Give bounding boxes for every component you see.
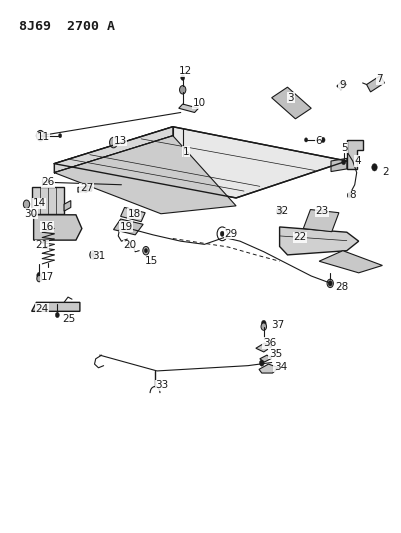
- Circle shape: [259, 360, 264, 366]
- Polygon shape: [347, 140, 363, 169]
- Text: 13: 13: [113, 136, 127, 146]
- Text: 16: 16: [41, 222, 54, 232]
- Text: 37: 37: [271, 319, 284, 329]
- Polygon shape: [272, 87, 311, 119]
- Text: 32: 32: [275, 206, 289, 216]
- Text: 31: 31: [92, 251, 105, 261]
- Text: 29: 29: [224, 229, 237, 239]
- Circle shape: [278, 209, 281, 213]
- Text: 5: 5: [341, 143, 348, 153]
- Circle shape: [261, 323, 267, 330]
- Text: 15: 15: [145, 256, 158, 266]
- Text: 26: 26: [41, 177, 55, 187]
- Circle shape: [347, 192, 351, 198]
- Text: 14: 14: [32, 198, 46, 208]
- Polygon shape: [64, 200, 71, 211]
- Circle shape: [23, 200, 30, 208]
- Polygon shape: [54, 136, 236, 214]
- Text: 7: 7: [377, 74, 383, 84]
- Text: 11: 11: [36, 132, 50, 142]
- Circle shape: [217, 227, 227, 241]
- Circle shape: [277, 207, 282, 215]
- Circle shape: [181, 75, 185, 80]
- Circle shape: [220, 231, 224, 237]
- Polygon shape: [331, 158, 347, 172]
- Circle shape: [304, 138, 308, 142]
- Text: 8: 8: [349, 190, 355, 200]
- Text: 9: 9: [339, 79, 346, 90]
- Circle shape: [90, 251, 96, 259]
- Polygon shape: [367, 76, 385, 92]
- Text: 36: 36: [263, 338, 276, 348]
- Circle shape: [180, 86, 186, 94]
- Text: 35: 35: [269, 349, 282, 359]
- Circle shape: [261, 320, 266, 327]
- Polygon shape: [179, 104, 198, 112]
- Polygon shape: [260, 355, 272, 362]
- Polygon shape: [256, 343, 272, 352]
- Polygon shape: [32, 302, 80, 311]
- Text: 21: 21: [35, 240, 49, 251]
- Text: 19: 19: [119, 222, 133, 232]
- Circle shape: [327, 279, 333, 288]
- Circle shape: [109, 138, 117, 148]
- Polygon shape: [319, 251, 383, 273]
- Circle shape: [83, 187, 88, 192]
- Polygon shape: [34, 215, 82, 240]
- Circle shape: [59, 134, 62, 138]
- Circle shape: [321, 138, 325, 142]
- Circle shape: [37, 276, 42, 282]
- Text: 33: 33: [155, 380, 168, 390]
- Circle shape: [372, 164, 377, 171]
- Text: 28: 28: [335, 281, 348, 292]
- Text: 8J69  2700 A: 8J69 2700 A: [18, 20, 115, 33]
- Polygon shape: [54, 127, 347, 198]
- Text: 34: 34: [273, 362, 287, 372]
- Text: 4: 4: [355, 156, 361, 166]
- Text: 27: 27: [80, 183, 93, 193]
- Circle shape: [91, 253, 95, 257]
- Text: 20: 20: [124, 240, 136, 251]
- Text: 2: 2: [383, 166, 389, 176]
- Circle shape: [328, 281, 332, 286]
- Polygon shape: [337, 81, 346, 90]
- Circle shape: [36, 131, 44, 141]
- Polygon shape: [32, 188, 64, 214]
- Circle shape: [37, 272, 42, 279]
- Circle shape: [143, 246, 149, 255]
- Polygon shape: [121, 207, 145, 222]
- Polygon shape: [54, 127, 173, 173]
- Text: 24: 24: [35, 304, 49, 314]
- Text: 6: 6: [315, 136, 322, 146]
- Circle shape: [55, 312, 59, 318]
- Text: 23: 23: [315, 206, 328, 216]
- Text: 17: 17: [41, 272, 54, 282]
- Polygon shape: [303, 209, 339, 232]
- Circle shape: [144, 248, 148, 253]
- Text: 25: 25: [62, 314, 75, 324]
- Text: 1: 1: [183, 147, 189, 157]
- Text: 12: 12: [179, 66, 192, 76]
- Text: 10: 10: [192, 98, 206, 108]
- Text: 3: 3: [288, 93, 294, 103]
- Polygon shape: [78, 187, 92, 192]
- Polygon shape: [113, 219, 143, 235]
- Text: 30: 30: [24, 209, 38, 219]
- Polygon shape: [259, 364, 279, 373]
- Text: 18: 18: [128, 209, 141, 219]
- Text: 22: 22: [294, 232, 307, 243]
- Circle shape: [342, 159, 346, 165]
- Polygon shape: [279, 227, 358, 255]
